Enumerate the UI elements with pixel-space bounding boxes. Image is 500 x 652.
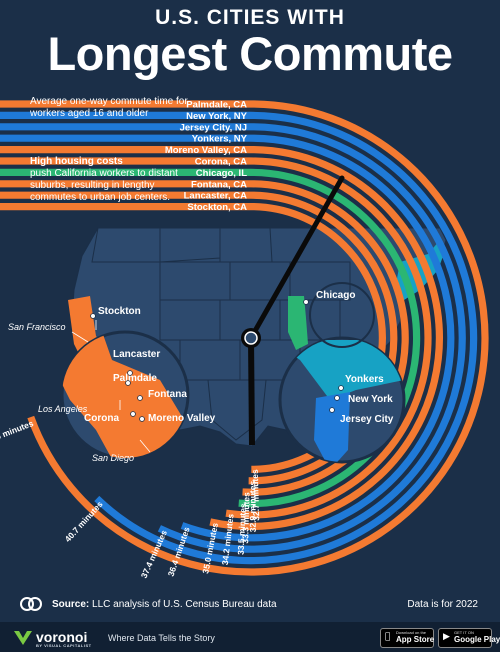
play-icon: ▶ bbox=[443, 632, 450, 642]
ring-value-label: 45.5 minutes bbox=[0, 418, 35, 446]
ring-category-label: New York, NY bbox=[186, 111, 248, 122]
app-store-small: Download on the bbox=[396, 630, 427, 635]
tagline: Where Data Tells the Story bbox=[108, 633, 215, 643]
city-dot bbox=[130, 411, 136, 417]
ca-reference-label: San Francisco bbox=[8, 322, 66, 332]
housing-note: High housing costs push California worke… bbox=[30, 156, 190, 204]
city-dot bbox=[127, 370, 133, 376]
ny-inset bbox=[278, 336, 406, 464]
description-text: Average one-way commute time for workers… bbox=[30, 96, 188, 119]
brand-subtitle: BY VISUAL CAPITALIST bbox=[36, 643, 92, 648]
play-label: Google Play bbox=[454, 635, 500, 644]
city-markers: Stockton Lancaster Palmdale Fontana Corona Mo… bbox=[8, 290, 394, 463]
california-inset bbox=[60, 320, 190, 460]
source-label: Source: bbox=[52, 599, 90, 610]
voronoi-logo-icon bbox=[14, 631, 32, 645]
ca-reference-label: San Diego bbox=[92, 453, 134, 463]
source-note: Source: LLC analysis of U.S. Census Bure… bbox=[52, 599, 277, 610]
ring-category-label: Corona, CA bbox=[195, 157, 247, 168]
ring-bar bbox=[0, 157, 432, 519]
data-year: Data is for 2022 bbox=[407, 599, 478, 610]
city-dot bbox=[329, 407, 335, 413]
play-small: GET IT ON bbox=[454, 630, 474, 635]
source-text: LLC analysis of U.S. Census Bureau data bbox=[92, 599, 277, 610]
ring-bar bbox=[0, 168, 421, 508]
ring-category-label: Chicago, IL bbox=[196, 168, 247, 179]
clock-hands bbox=[241, 175, 345, 446]
city-dot bbox=[338, 385, 344, 391]
housing-note-text: push California workers to distant subur… bbox=[30, 168, 178, 203]
ring-bar bbox=[0, 191, 398, 485]
title-line-1: U.S. CITIES WITH bbox=[155, 6, 345, 29]
chicago-label: Chicago bbox=[316, 290, 355, 301]
source-icon bbox=[20, 597, 42, 611]
commute-rings bbox=[0, 100, 489, 576]
ring-value-label: 33.5 minutes bbox=[236, 503, 248, 555]
illinois-highlight bbox=[288, 296, 308, 350]
ny-city-label: Yonkers bbox=[345, 374, 384, 385]
ca-city-label: Corona bbox=[84, 413, 119, 424]
ca-city-label: Fontana bbox=[148, 389, 187, 400]
ny-city-label: Jersey City bbox=[340, 414, 394, 425]
ring-bar bbox=[0, 123, 466, 553]
ring-bar bbox=[0, 180, 409, 496]
ca-city-label: Lancaster bbox=[113, 349, 160, 360]
city-dot bbox=[303, 299, 309, 305]
page-title: Longest Commute bbox=[47, 27, 453, 80]
chicago-inset bbox=[309, 282, 375, 348]
brand-name: voronoi bbox=[36, 629, 88, 645]
ring-category-label: Stockton, CA bbox=[187, 202, 247, 213]
ring-bar bbox=[0, 100, 489, 576]
app-store-button[interactable]:  Download on the App Store bbox=[380, 628, 434, 648]
app-store-label: App Store bbox=[396, 635, 435, 644]
ring-bar bbox=[0, 111, 478, 565]
city-dot bbox=[139, 416, 145, 422]
city-dot bbox=[334, 395, 340, 401]
ca-city-label: Moreno Valley bbox=[148, 413, 216, 424]
ca-city-label: Palmdale bbox=[113, 373, 157, 384]
ny-city-label: New York bbox=[348, 394, 393, 405]
ca-city-label: Stockton bbox=[98, 306, 141, 317]
city-dot bbox=[125, 380, 131, 386]
ring-category-label: Fontana, CA bbox=[191, 179, 247, 190]
ring-value-label: 32.7 minutes bbox=[250, 469, 261, 521]
ring-category-label: Lancaster, CA bbox=[184, 191, 247, 202]
ring-category-label: Yonkers, NY bbox=[192, 134, 248, 145]
ring-category-label: Jersey City, NJ bbox=[180, 122, 247, 133]
ring-bar bbox=[0, 134, 455, 542]
google-play-button[interactable]: ▶ GET IT ON Google Play bbox=[438, 628, 500, 648]
ring-category-label: Palmdale, CA bbox=[186, 100, 247, 111]
ring-value-label: 32.9 minutes bbox=[247, 480, 257, 532]
ca-reference-label: Los Angeles bbox=[38, 404, 88, 414]
ring-value-label: 33.3 minutes bbox=[240, 492, 251, 544]
housing-note-bold: High housing costs bbox=[30, 156, 123, 167]
city-dot bbox=[137, 395, 143, 401]
ring-category-label: Moreno Valley, CA bbox=[165, 145, 247, 156]
city-dot bbox=[90, 313, 96, 319]
ring-bar bbox=[0, 146, 443, 530]
apple-icon:  bbox=[385, 632, 394, 643]
